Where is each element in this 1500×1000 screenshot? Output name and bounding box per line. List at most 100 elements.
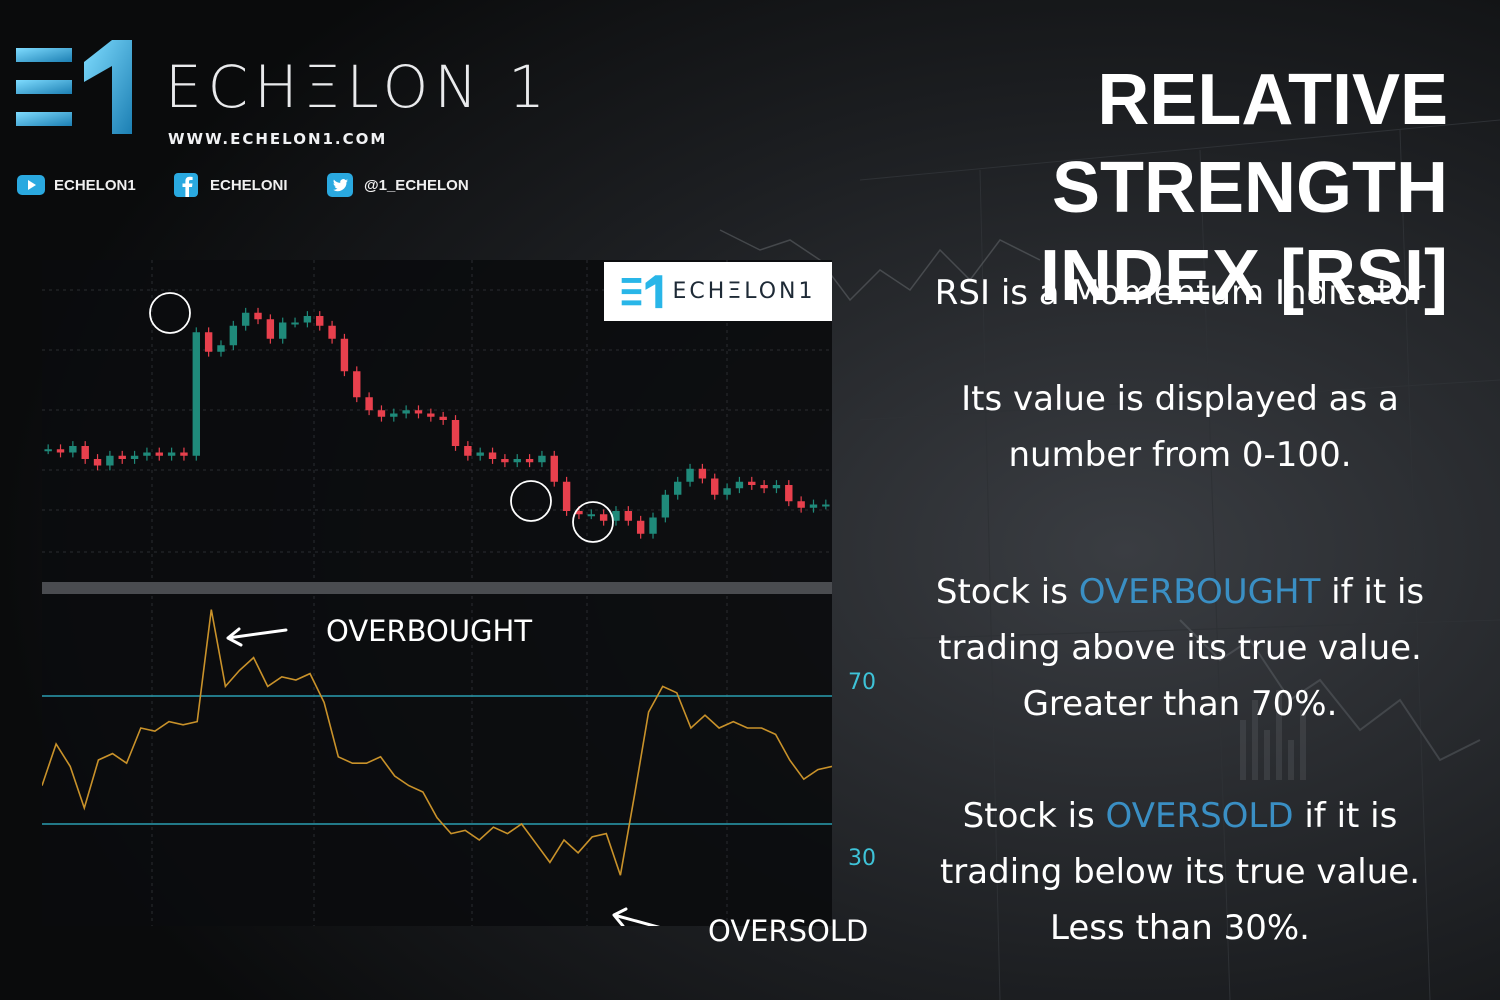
overbought-text: Stock is OVERBOUGHT if it is trading abo… [900,564,1460,732]
candle-body [822,504,830,507]
candle-body [698,468,707,479]
oversold-arrow [612,907,661,926]
candle-body [760,485,768,489]
overbought-text-line-3: Greater than 70%. [1022,684,1338,724]
oversold-keyword: OVERSOLD [1105,796,1294,836]
level-70-label: 70 [848,670,876,695]
oversold-text-line-3: Less than 30%. [1050,908,1310,948]
intro-text: RSI is a Momentum Indicator [934,273,1426,313]
candle-body [575,511,583,515]
candle-body [93,459,102,466]
candle-body [279,322,287,339]
range-text: Its value is displayed as a number from … [900,371,1460,483]
brand-url[interactable]: WWW.ECHELON1.COM [168,130,388,148]
oversold-text-post: if it is [1293,796,1398,836]
candle-body [451,420,460,446]
price-candles [44,307,830,539]
candle-body [130,455,139,459]
arrows [226,627,661,926]
candle-body [377,410,386,417]
overbought-text-post: if it is [1320,572,1425,612]
social-youtube[interactable]: ECHELON1 [16,172,136,198]
candle-body [797,501,805,508]
twitter-icon [327,173,353,197]
candle-body [56,449,65,453]
candle-body [464,446,472,456]
candle-body [402,410,410,414]
candle-body [612,511,620,521]
candle-body [316,316,324,326]
rsi-chart [42,260,832,926]
candle-body [192,332,200,456]
candle-body [427,413,435,417]
youtube-handle: ECHELON1 [54,176,136,194]
candle-body [303,316,312,323]
candle-body [661,494,670,518]
candle-body [538,455,546,463]
candle-body [340,338,349,372]
candle-body [624,511,633,521]
overbought-text-line-1: Stock is OVERBOUGHT if it is [900,564,1460,620]
oversold-text-line-2: trading below its true value. [939,852,1421,892]
candle-body [106,455,114,466]
highlight-circle-peak [149,292,191,334]
overbought-arrow [226,627,288,647]
twitter-handle: @1_ECHELON [364,176,469,194]
candle-body [439,416,447,420]
range-text-line-2: number from 0-100. [1008,435,1352,475]
candle-body [291,322,299,325]
candle-body [414,410,423,414]
overbought-text-line-2: trading above its true value. [938,628,1422,668]
page-title: RELATIVE STRENGTH INDEX [RSI] [688,56,1448,320]
candle-body [748,481,756,485]
highlight-circles [149,292,614,543]
title-line-2: INDEX [RSI] [1039,236,1448,316]
highlight-circle-dip-1 [510,480,552,522]
level-30-label: 30 [848,846,876,871]
candle-body [390,413,398,417]
range-text-line-1: Its value is displayed as a [961,379,1399,419]
candle-body [266,319,275,339]
oversold-text-line-1: Stock is OVERSOLD if it is [900,788,1460,844]
candle-body [513,459,521,463]
overbought-keyword: OVERBOUGHT [1078,572,1321,612]
candle-body [599,514,608,521]
overbought-text-pre: Stock is [935,572,1079,612]
social-twitter[interactable]: @1_ECHELON [326,172,469,198]
candle-body [674,481,682,495]
social-facebook[interactable]: ECHELONI [172,172,288,198]
echelon1-mini-logo-icon [621,274,662,308]
candle-body [167,452,176,456]
youtube-icon [17,175,45,195]
candle-body [809,504,818,508]
candle-body [501,459,509,463]
candle-body [353,371,361,398]
echelon1-logo [16,40,132,134]
candle-body [711,478,719,495]
candle-body [562,481,571,511]
candle-body [636,520,645,534]
chart-logo-text: ECHΞLON1 [672,279,816,304]
candle-body [723,488,731,495]
candle-body [217,345,225,352]
highlight-circle-dip-2 [572,501,614,543]
candle-body [550,455,558,482]
candle-body [118,455,126,459]
candle-body [587,514,595,517]
oversold-text-pre: Stock is [962,796,1106,836]
facebook-handle: ECHELONI [210,176,288,194]
candle-body [772,485,781,489]
rsi-line [42,609,832,876]
oversold-text: Stock is OVERSOLD if it is trading below… [900,788,1460,956]
facebook-icon [174,173,198,197]
candle-body [735,481,744,489]
candle-body [649,517,657,534]
candle-body [155,452,163,456]
candle-body [785,485,793,502]
candle-body [328,325,336,339]
candle-body [525,459,534,463]
brand-wordmark: ECHΞLON 1 [165,53,552,121]
pane-separator [42,582,832,594]
candle-body [254,312,262,320]
candle-body [229,325,238,346]
